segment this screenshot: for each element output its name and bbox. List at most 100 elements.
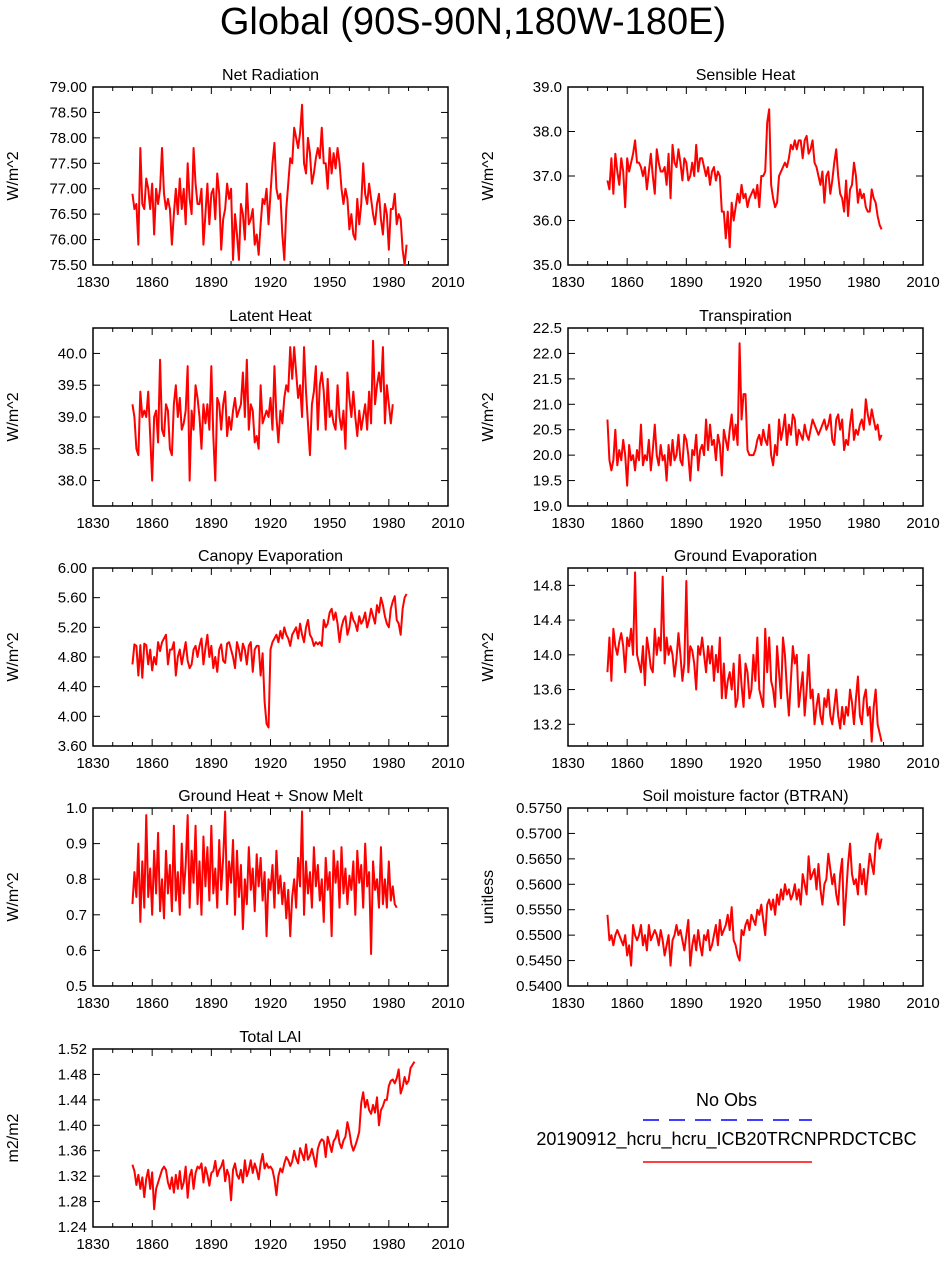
x-tick-label: 1890 bbox=[670, 755, 703, 772]
chart-title: Total LAI bbox=[239, 1029, 301, 1046]
chart-title: Sensible Heat bbox=[696, 67, 796, 84]
chart-panel: Ground Evaporation W/m^2 1830 1860 1890 1920 1… bbox=[480, 548, 940, 772]
y-tick-label: 36.0 bbox=[533, 213, 562, 230]
x-tick-label: 2010 bbox=[906, 995, 939, 1012]
main-title: Global (90S-90N,180W-180E) bbox=[219, 1, 727, 43]
x-tick-label: 1950 bbox=[788, 274, 821, 291]
y-axis-label: W/m^2 bbox=[480, 151, 497, 200]
x-tick-label: 2010 bbox=[431, 1236, 464, 1253]
chart-panel: Total LAI m2/m2 1830 1860 1890 1920 1950 1980 20… bbox=[5, 1029, 465, 1253]
y-tick-label: 39.0 bbox=[533, 79, 562, 96]
y-axis-label: W/m^2 bbox=[480, 632, 497, 681]
y-tick-label: 13.2 bbox=[533, 716, 562, 733]
y-tick-label: 21.5 bbox=[533, 371, 562, 388]
y-tick-label: 14.0 bbox=[533, 647, 562, 664]
y-tick-label: 0.5600 bbox=[516, 876, 562, 893]
x-tick-label: 1860 bbox=[610, 755, 643, 772]
x-tick-label: 1920 bbox=[254, 995, 287, 1012]
y-tick-label: 0.5550 bbox=[516, 902, 562, 919]
x-tick-label: 1830 bbox=[551, 755, 584, 772]
y-tick-label: 78.50 bbox=[49, 104, 87, 121]
y-tick-label: 21.0 bbox=[533, 396, 562, 413]
y-tick-label: 1.48 bbox=[58, 1066, 87, 1083]
chart-panel: Transpiration W/m^2 1830 1860 1890 1920 1950 19… bbox=[480, 308, 940, 532]
x-tick-label: 1830 bbox=[76, 274, 109, 291]
x-tick-label: 1890 bbox=[670, 274, 703, 291]
x-tick-label: 1980 bbox=[372, 755, 405, 772]
x-tick-label: 2010 bbox=[906, 515, 939, 532]
y-tick-label: 0.5650 bbox=[516, 851, 562, 868]
x-tick-label: 2010 bbox=[906, 274, 939, 291]
y-tick-label: 13.6 bbox=[533, 682, 562, 699]
series-line bbox=[606, 832, 883, 967]
y-tick-label: 0.7 bbox=[66, 907, 87, 924]
x-tick-label: 1830 bbox=[551, 274, 584, 291]
y-tick-label: 75.50 bbox=[49, 257, 87, 274]
chart-title: Canopy Evaporation bbox=[198, 548, 343, 565]
x-tick-label: 1890 bbox=[670, 995, 703, 1012]
y-tick-label: 5.20 bbox=[58, 619, 87, 636]
y-tick-label: 4.80 bbox=[58, 649, 87, 666]
chart-panel: Latent Heat W/m^2 1830 1860 1890 1920 1950 1980… bbox=[5, 308, 465, 532]
x-tick-label: 1980 bbox=[372, 274, 405, 291]
x-tick-label: 1920 bbox=[729, 274, 762, 291]
x-tick-label: 2010 bbox=[431, 274, 464, 291]
x-tick-label: 1920 bbox=[254, 1236, 287, 1253]
x-tick-label: 1890 bbox=[195, 755, 228, 772]
x-tick-label: 1830 bbox=[551, 515, 584, 532]
y-tick-label: 0.5750 bbox=[516, 800, 562, 817]
y-axis-label: W/m^2 bbox=[5, 151, 22, 200]
y-axis-label: W/m^2 bbox=[480, 392, 497, 441]
x-tick-label: 1890 bbox=[195, 515, 228, 532]
chart-panel: Net Radiation W/m^2 1830 1860 1890 1920 1950 19… bbox=[5, 67, 465, 291]
y-tick-label: 0.5450 bbox=[516, 953, 562, 970]
y-tick-label: 14.4 bbox=[533, 612, 562, 629]
x-tick-label: 1980 bbox=[372, 995, 405, 1012]
chart-panel: Sensible Heat W/m^2 1830 1860 1890 1920 1950 19… bbox=[480, 67, 940, 291]
x-tick-label: 1830 bbox=[76, 755, 109, 772]
chart-panel: Soil moisture factor (BTRAN) unitless 1830… bbox=[480, 788, 940, 1012]
x-tick-label: 1950 bbox=[313, 755, 346, 772]
y-axis-label: W/m^2 bbox=[5, 632, 22, 681]
x-tick-label: 1950 bbox=[788, 755, 821, 772]
x-tick-label: 1830 bbox=[76, 1236, 109, 1253]
x-tick-label: 1920 bbox=[254, 274, 287, 291]
y-tick-label: 0.5500 bbox=[516, 927, 562, 944]
y-tick-label: 78.00 bbox=[49, 130, 87, 147]
y-tick-label: 76.00 bbox=[49, 232, 87, 249]
x-tick-label: 1980 bbox=[372, 515, 405, 532]
y-tick-label: 0.5400 bbox=[516, 978, 562, 995]
y-tick-label: 40.0 bbox=[58, 345, 87, 362]
y-tick-label: 0.8 bbox=[66, 871, 87, 888]
y-tick-label: 1.32 bbox=[58, 1168, 87, 1185]
chart-title: Net Radiation bbox=[222, 67, 319, 84]
y-tick-label: 38.0 bbox=[58, 473, 87, 490]
x-tick-label: 1830 bbox=[76, 995, 109, 1012]
x-tick-label: 1830 bbox=[551, 995, 584, 1012]
y-axis-label: W/m^2 bbox=[5, 392, 22, 441]
series-line bbox=[606, 342, 883, 487]
x-tick-label: 1860 bbox=[610, 274, 643, 291]
y-tick-label: 79.00 bbox=[49, 79, 87, 96]
x-tick-label: 1890 bbox=[195, 995, 228, 1012]
series-line bbox=[131, 593, 408, 729]
x-tick-label: 1920 bbox=[254, 755, 287, 772]
x-tick-label: 1860 bbox=[135, 515, 168, 532]
y-tick-label: 1.0 bbox=[66, 800, 87, 817]
y-tick-label: 77.50 bbox=[49, 155, 87, 172]
y-tick-label: 19.5 bbox=[533, 473, 562, 490]
y-tick-label: 22.0 bbox=[533, 345, 562, 362]
y-tick-label: 5.60 bbox=[58, 590, 87, 607]
y-tick-label: 0.5700 bbox=[516, 825, 562, 842]
series-line bbox=[131, 103, 408, 266]
x-tick-label: 1860 bbox=[135, 995, 168, 1012]
x-tick-label: 1950 bbox=[313, 995, 346, 1012]
y-tick-label: 3.60 bbox=[58, 738, 87, 755]
y-tick-label: 1.52 bbox=[58, 1041, 87, 1058]
x-tick-label: 1830 bbox=[76, 515, 109, 532]
y-tick-label: 39.5 bbox=[58, 377, 87, 394]
y-tick-label: 76.50 bbox=[49, 206, 87, 223]
x-tick-label: 2010 bbox=[431, 995, 464, 1012]
x-tick-label: 2010 bbox=[431, 515, 464, 532]
